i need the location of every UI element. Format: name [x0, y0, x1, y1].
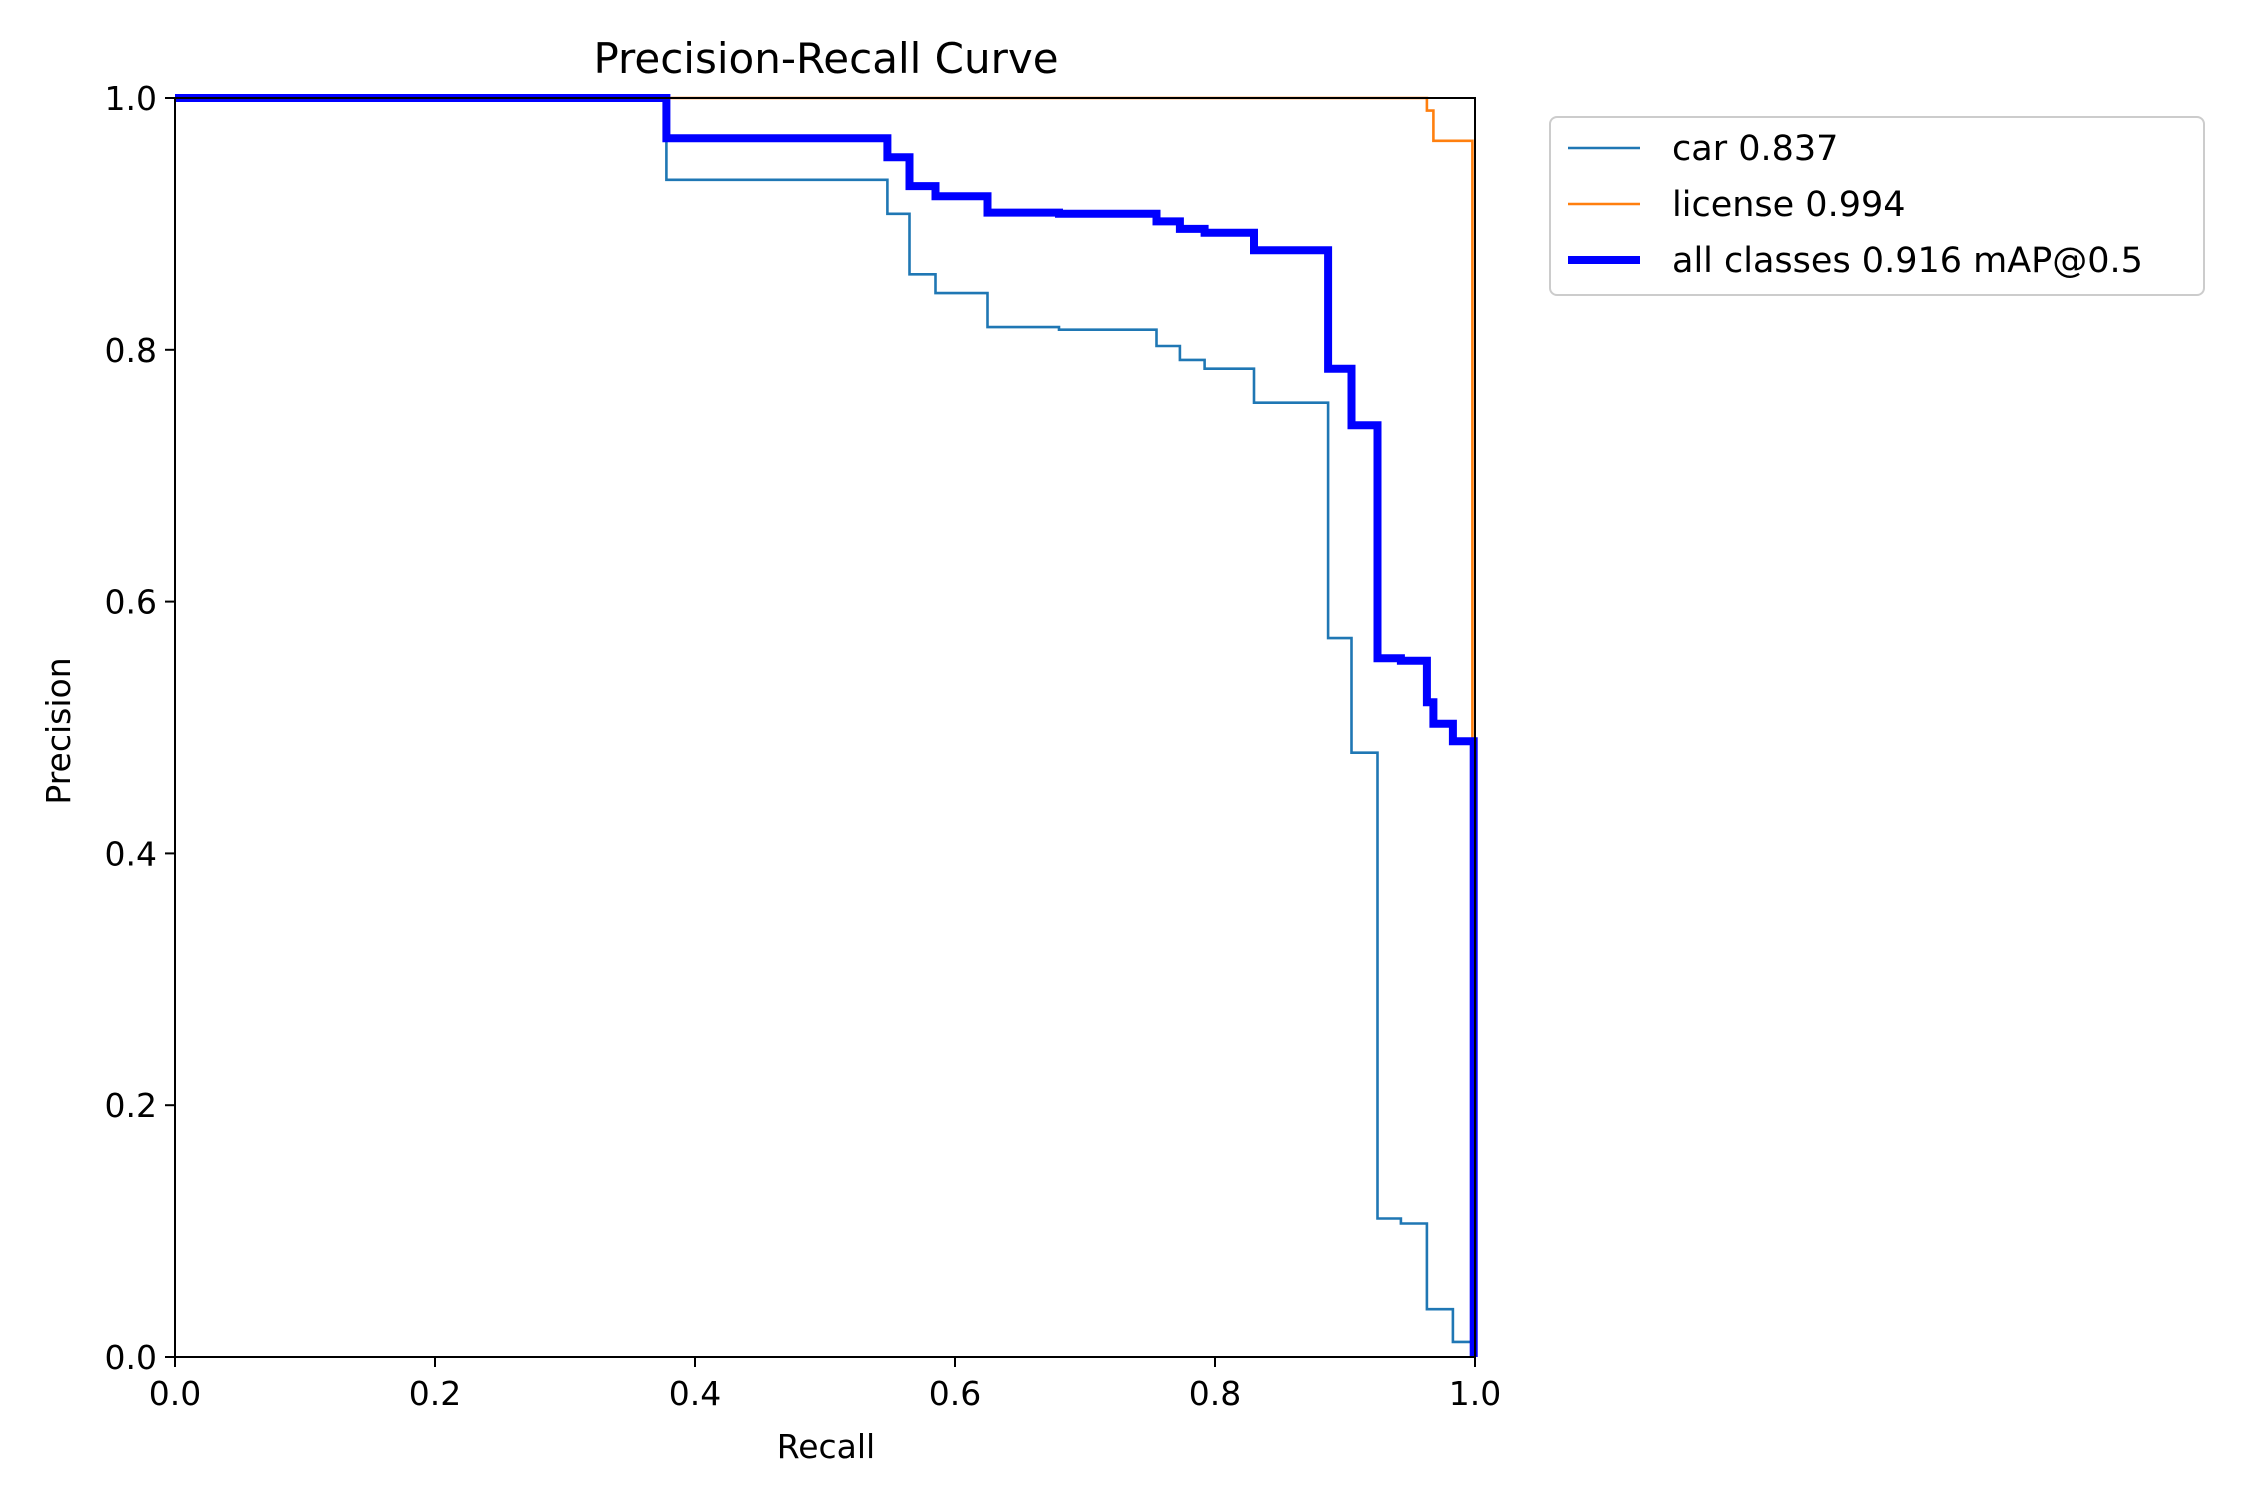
series-line-0 — [175, 96, 1474, 1357]
y-tick-label: 0.6 — [105, 583, 157, 622]
y-tick-label: 0.4 — [105, 834, 157, 873]
chart-title: Precision-Recall Curve — [593, 34, 1058, 83]
legend-frame — [1549, 116, 2205, 296]
x-axis-label: Recall — [777, 1427, 875, 1466]
x-tick-label: 1.0 — [1449, 1374, 1501, 1413]
x-tick-label: 0.2 — [409, 1374, 461, 1413]
legend-label-2: all classes 0.916 mAP@0.5 — [1672, 241, 2143, 281]
y-axis: 0.0 0.2 0.4 0.6 0.8 1.0 — [105, 79, 175, 1377]
plot-area — [174, 94, 1478, 1358]
y-tick-label: 0.0 — [105, 1338, 157, 1377]
legend-label-0: car 0.837 — [1672, 129, 1838, 169]
legend-label-1: license 0.994 — [1672, 185, 1906, 225]
plot-frame — [174, 97, 1476, 1358]
y-tick-label: 0.2 — [105, 1086, 157, 1125]
x-tick-label: 0.4 — [669, 1374, 721, 1413]
y-axis-label: Precision — [39, 657, 78, 804]
y-tick-label: 1.0 — [105, 79, 157, 118]
x-tick-label: 0.6 — [929, 1374, 981, 1413]
y-tick-label: 0.8 — [105, 331, 157, 370]
series-line-2 — [175, 94, 1478, 1357]
series-lines — [175, 94, 1478, 1357]
x-tick-label: 0.8 — [1189, 1374, 1241, 1413]
x-axis: 0.0 0.2 0.4 0.6 0.8 1.0 — [149, 1357, 1501, 1413]
legend: car 0.837 license 0.994 all classes 0.916 … — [1549, 116, 2205, 296]
x-tick-label: 0.0 — [149, 1374, 201, 1413]
